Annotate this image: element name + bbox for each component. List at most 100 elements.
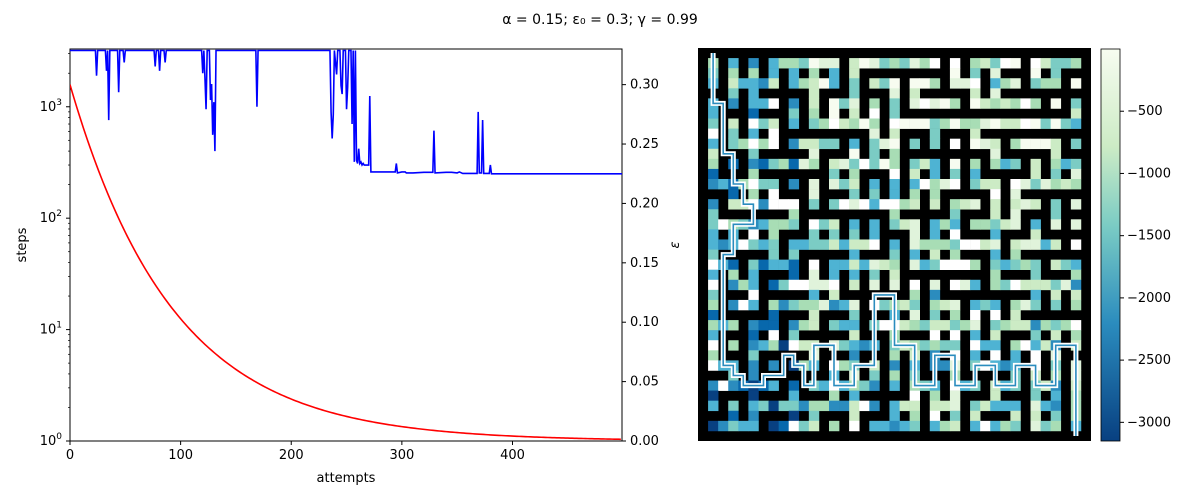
maze-cell: [869, 259, 880, 270]
maze-cell: [909, 138, 920, 150]
maze-cell: [708, 209, 719, 220]
maze-cell: [929, 229, 941, 240]
maze-cell: [1000, 118, 1011, 129]
maze-cell: [949, 310, 961, 321]
maze-cell: [839, 340, 850, 351]
maze-cell: [939, 320, 951, 331]
maze-cell: [929, 118, 941, 129]
maze-cell: [869, 128, 880, 139]
maze-cell: [1070, 179, 1082, 190]
maze-cell: [1070, 289, 1082, 301]
right-y-axis-label: ε: [668, 241, 683, 248]
maze-cell: [788, 158, 800, 170]
maze-cell: [849, 400, 860, 412]
maze-cell: [869, 229, 880, 240]
maze-cell: [1000, 320, 1011, 331]
maze-cell: [788, 269, 800, 281]
maze-cell: [738, 420, 749, 432]
maze-cell: [829, 420, 840, 432]
maze-cell: [708, 279, 719, 291]
maze-cell: [849, 249, 860, 260]
maze-cell: [849, 299, 860, 311]
maze-cell: [788, 330, 800, 341]
maze-cell: [970, 128, 981, 139]
maze-cell: [829, 259, 840, 270]
maze-cell: [788, 410, 800, 422]
maze-cell: [949, 320, 961, 331]
maze-cell: [778, 219, 789, 230]
maze-cell: [849, 118, 860, 129]
maze-cell: [849, 320, 860, 331]
maze-cell: [728, 68, 739, 79]
maze-cell: [899, 219, 910, 230]
maze-cell: [829, 279, 840, 291]
maze-cell: [829, 179, 840, 190]
maze-cell: [788, 199, 800, 210]
maze-cell: [879, 138, 890, 150]
maze-cell: [1010, 239, 1021, 250]
maze-cell: [829, 320, 840, 331]
maze-cell: [788, 249, 800, 260]
maze-cell: [748, 168, 759, 180]
maze-cell: [708, 148, 719, 160]
maze-cell: [798, 58, 810, 69]
maze-cell: [929, 239, 941, 250]
maze-cell: [970, 199, 981, 210]
maze-cell: [708, 199, 719, 210]
maze-cell: [728, 269, 739, 281]
maze-cell: [768, 259, 779, 270]
maze-cell: [1010, 158, 1021, 170]
maze-cell: [899, 118, 910, 129]
maze-cell: [748, 108, 759, 119]
maze-cell: [758, 118, 769, 129]
maze-cell: [1050, 98, 1062, 109]
maze-cell: [818, 58, 830, 69]
maze-cell: [889, 239, 900, 250]
maze-cell: [980, 239, 991, 250]
maze-cell: [879, 420, 890, 432]
maze-cell: [1050, 219, 1062, 230]
maze-cell: [798, 138, 810, 150]
maze-cell: [939, 219, 951, 230]
maze-cell: [1030, 98, 1041, 109]
maze-cell: [1030, 259, 1041, 270]
maze-cell: [909, 98, 920, 109]
maze-cell: [1030, 390, 1041, 401]
maze-cell: [909, 279, 920, 291]
maze-cell: [970, 138, 981, 150]
maze-cell: [708, 138, 719, 150]
maze-cell: [768, 420, 779, 432]
maze-cell: [839, 400, 850, 412]
maze-cell: [708, 380, 719, 391]
maze-cell: [949, 138, 961, 150]
maze-cell: [949, 158, 961, 170]
left-y-tick-label: 100: [40, 432, 63, 449]
left-plot-frame: [69, 48, 623, 442]
maze-cell: [990, 88, 1001, 99]
maze-cell: [929, 289, 941, 301]
maze-cell: [929, 138, 941, 150]
x-tick-label: 400: [500, 448, 525, 463]
maze-cell: [788, 400, 800, 412]
maze-cell: [808, 138, 820, 150]
maze-cell: [990, 239, 1001, 250]
maze-cell: [728, 279, 739, 291]
maze-cell: [970, 400, 981, 412]
maze-cell: [829, 98, 840, 109]
maze-cell: [1070, 78, 1082, 89]
maze-cell: [808, 98, 820, 109]
maze-cell: [990, 199, 1001, 210]
maze-cell: [960, 199, 971, 210]
maze-cell: [889, 400, 900, 412]
maze-cell: [1020, 259, 1031, 270]
maze-cell: [970, 168, 981, 180]
maze-cell: [808, 299, 820, 311]
maze-cell: [728, 340, 739, 351]
maze-cell: [818, 118, 830, 129]
maze-cell: [728, 400, 739, 412]
maze-cell: [889, 189, 900, 200]
maze-cell: [768, 249, 779, 260]
maze-cell: [768, 98, 779, 109]
maze-cell: [728, 128, 739, 139]
maze-cell: [970, 88, 981, 99]
